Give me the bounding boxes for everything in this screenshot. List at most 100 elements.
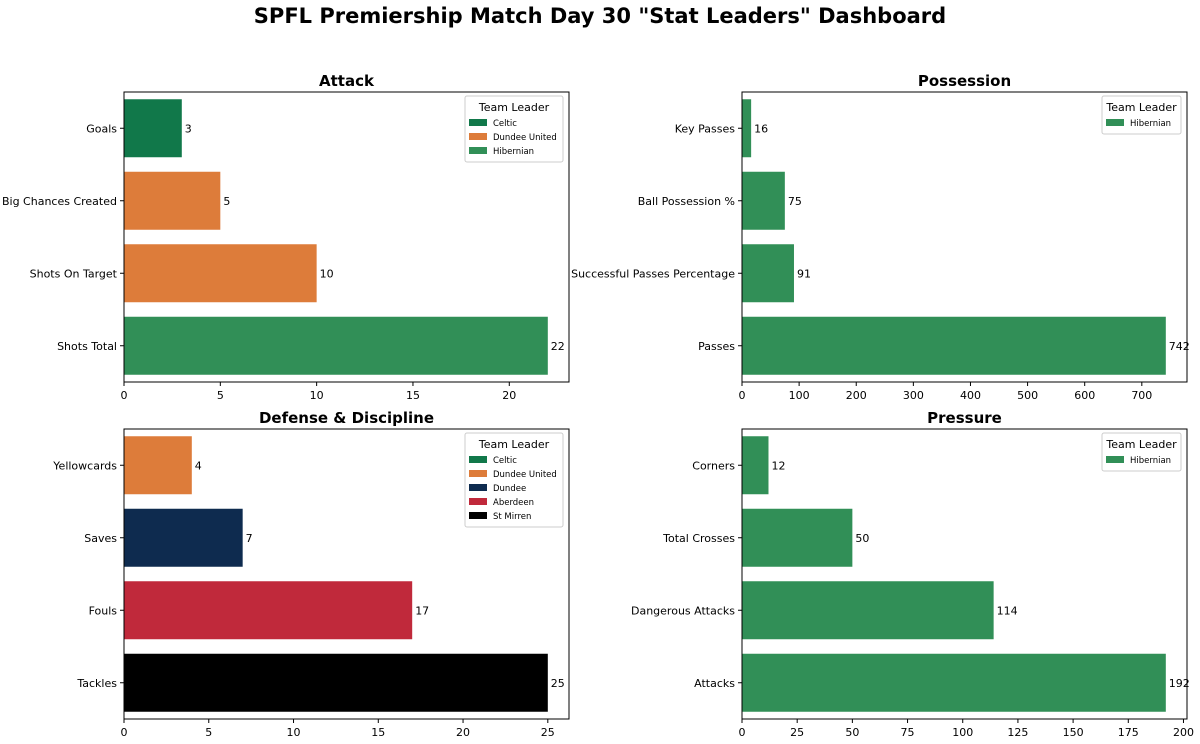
bar bbox=[124, 171, 221, 230]
legend-swatch bbox=[469, 512, 487, 519]
plot-frame bbox=[741, 91, 1188, 383]
legend-swatch bbox=[469, 133, 487, 140]
x-tick-label: 100 bbox=[952, 726, 973, 739]
x-tick-label: 400 bbox=[960, 389, 981, 402]
legend-swatch bbox=[469, 456, 487, 463]
legend-title: Team Leader bbox=[1105, 101, 1177, 114]
x-tick-label: 0 bbox=[121, 389, 128, 402]
chart-title: Defense & Discipline bbox=[259, 409, 434, 427]
legend-label: Dundee United bbox=[493, 470, 557, 480]
y-tick-label: Successful Passes Percentage bbox=[571, 267, 735, 280]
dashboard-title: SPFL Premiership Match Day 30 "Stat Lead… bbox=[253, 4, 947, 28]
bar-value-label: 7 bbox=[246, 532, 253, 545]
bar-value-label: 192 bbox=[1169, 677, 1190, 690]
chart-panel-4: Pressure 12 Corners 50 Total Crosses 114 Dange… bbox=[631, 409, 1194, 739]
chart-title: Possession bbox=[918, 72, 1011, 90]
x-tick-label: 700 bbox=[1131, 389, 1152, 402]
bar bbox=[742, 244, 794, 303]
legend-swatch bbox=[469, 498, 487, 505]
x-tick-label: 0 bbox=[739, 726, 746, 739]
x-tick-label: 500 bbox=[1017, 389, 1038, 402]
legend-box bbox=[464, 432, 564, 528]
legend: Team Leader Hibernian bbox=[1101, 95, 1182, 135]
y-tick-label: Dangerous Attacks bbox=[631, 604, 735, 617]
x-tick-label: 0 bbox=[121, 726, 128, 739]
legend-label: Hibernian bbox=[1130, 456, 1171, 466]
bar bbox=[124, 508, 243, 567]
y-tick-label: Passes bbox=[698, 340, 735, 353]
x-tick-label: 25 bbox=[790, 726, 804, 739]
bar-value-label: 10 bbox=[320, 267, 334, 280]
legend-label: Aberdeen bbox=[493, 498, 534, 508]
y-tick-label: Attacks bbox=[694, 677, 735, 690]
plot-frame bbox=[741, 428, 1188, 720]
x-tick-label: 600 bbox=[1074, 389, 1095, 402]
y-tick-label: Fouls bbox=[89, 604, 118, 617]
x-tick-label: 10 bbox=[287, 726, 301, 739]
y-tick-label: Corners bbox=[692, 459, 735, 472]
y-tick-label: Goals bbox=[86, 122, 117, 135]
legend-swatch bbox=[469, 147, 487, 154]
bar bbox=[124, 436, 192, 495]
bar bbox=[742, 581, 994, 640]
x-tick-label: 15 bbox=[371, 726, 385, 739]
legend-swatch bbox=[469, 470, 487, 477]
legend-label: Hibernian bbox=[1130, 119, 1171, 129]
bar-value-label: 22 bbox=[551, 340, 565, 353]
bar-value-label: 742 bbox=[1169, 340, 1190, 353]
chart-title: Attack bbox=[319, 72, 375, 90]
legend-title: Team Leader bbox=[478, 101, 550, 114]
bar-value-label: 91 bbox=[797, 267, 811, 280]
x-tick-label: 150 bbox=[1063, 726, 1084, 739]
plot-frame bbox=[123, 91, 570, 383]
x-tick-label: 300 bbox=[903, 389, 924, 402]
legend-label: Celtic bbox=[493, 456, 517, 466]
x-tick-label: 125 bbox=[1007, 726, 1028, 739]
chart-panel-3: Defense & Discipline 4 Yellowcards 7 Saves 17… bbox=[52, 409, 570, 739]
bar bbox=[742, 653, 1166, 712]
bar-value-label: 17 bbox=[415, 604, 429, 617]
bar bbox=[742, 99, 752, 158]
legend: Team Leader Hibernian bbox=[1101, 432, 1182, 472]
bar-value-label: 50 bbox=[855, 532, 869, 545]
x-tick-label: 5 bbox=[217, 389, 224, 402]
legend-swatch bbox=[1106, 456, 1124, 463]
legend: Team Leader Celtic Dundee United Dundee Aber… bbox=[464, 432, 564, 528]
bar bbox=[124, 316, 548, 375]
y-tick-label: Yellowcards bbox=[52, 459, 117, 472]
x-tick-label: 175 bbox=[1118, 726, 1139, 739]
y-tick-label: Big Chances Created bbox=[2, 195, 117, 208]
plot-frame bbox=[123, 428, 570, 720]
y-tick-label: Key Passes bbox=[675, 122, 736, 135]
bar-value-label: 114 bbox=[997, 604, 1018, 617]
bar-value-label: 75 bbox=[788, 195, 802, 208]
bar-value-label: 16 bbox=[754, 122, 768, 135]
bar bbox=[742, 508, 853, 567]
bar bbox=[742, 171, 785, 230]
bar bbox=[124, 244, 317, 303]
chart-title: Pressure bbox=[927, 409, 1002, 427]
x-tick-label: 20 bbox=[456, 726, 470, 739]
x-tick-label: 15 bbox=[406, 389, 420, 402]
legend-label: Hibernian bbox=[493, 147, 534, 157]
x-tick-label: 0 bbox=[739, 389, 746, 402]
legend-label: Dundee United bbox=[493, 133, 557, 143]
bar-value-label: 12 bbox=[771, 459, 785, 472]
x-tick-label: 200 bbox=[846, 389, 867, 402]
x-tick-label: 75 bbox=[901, 726, 915, 739]
y-tick-label: Saves bbox=[84, 532, 117, 545]
legend-swatch bbox=[469, 119, 487, 126]
y-tick-label: Ball Possession % bbox=[638, 195, 735, 208]
bar bbox=[124, 581, 413, 640]
x-tick-label: 20 bbox=[502, 389, 516, 402]
y-tick-label: Tackles bbox=[76, 677, 117, 690]
y-tick-label: Shots On Target bbox=[30, 267, 118, 280]
x-tick-label: 100 bbox=[789, 389, 810, 402]
chart-panel-2: Possession 16 Key Passes 75 Ball Possession … bbox=[571, 72, 1190, 402]
bar-value-label: 25 bbox=[551, 677, 565, 690]
x-tick-label: 200 bbox=[1173, 726, 1194, 739]
legend-title: Team Leader bbox=[478, 438, 550, 451]
legend-swatch bbox=[1106, 119, 1124, 126]
bar-value-label: 3 bbox=[185, 122, 192, 135]
